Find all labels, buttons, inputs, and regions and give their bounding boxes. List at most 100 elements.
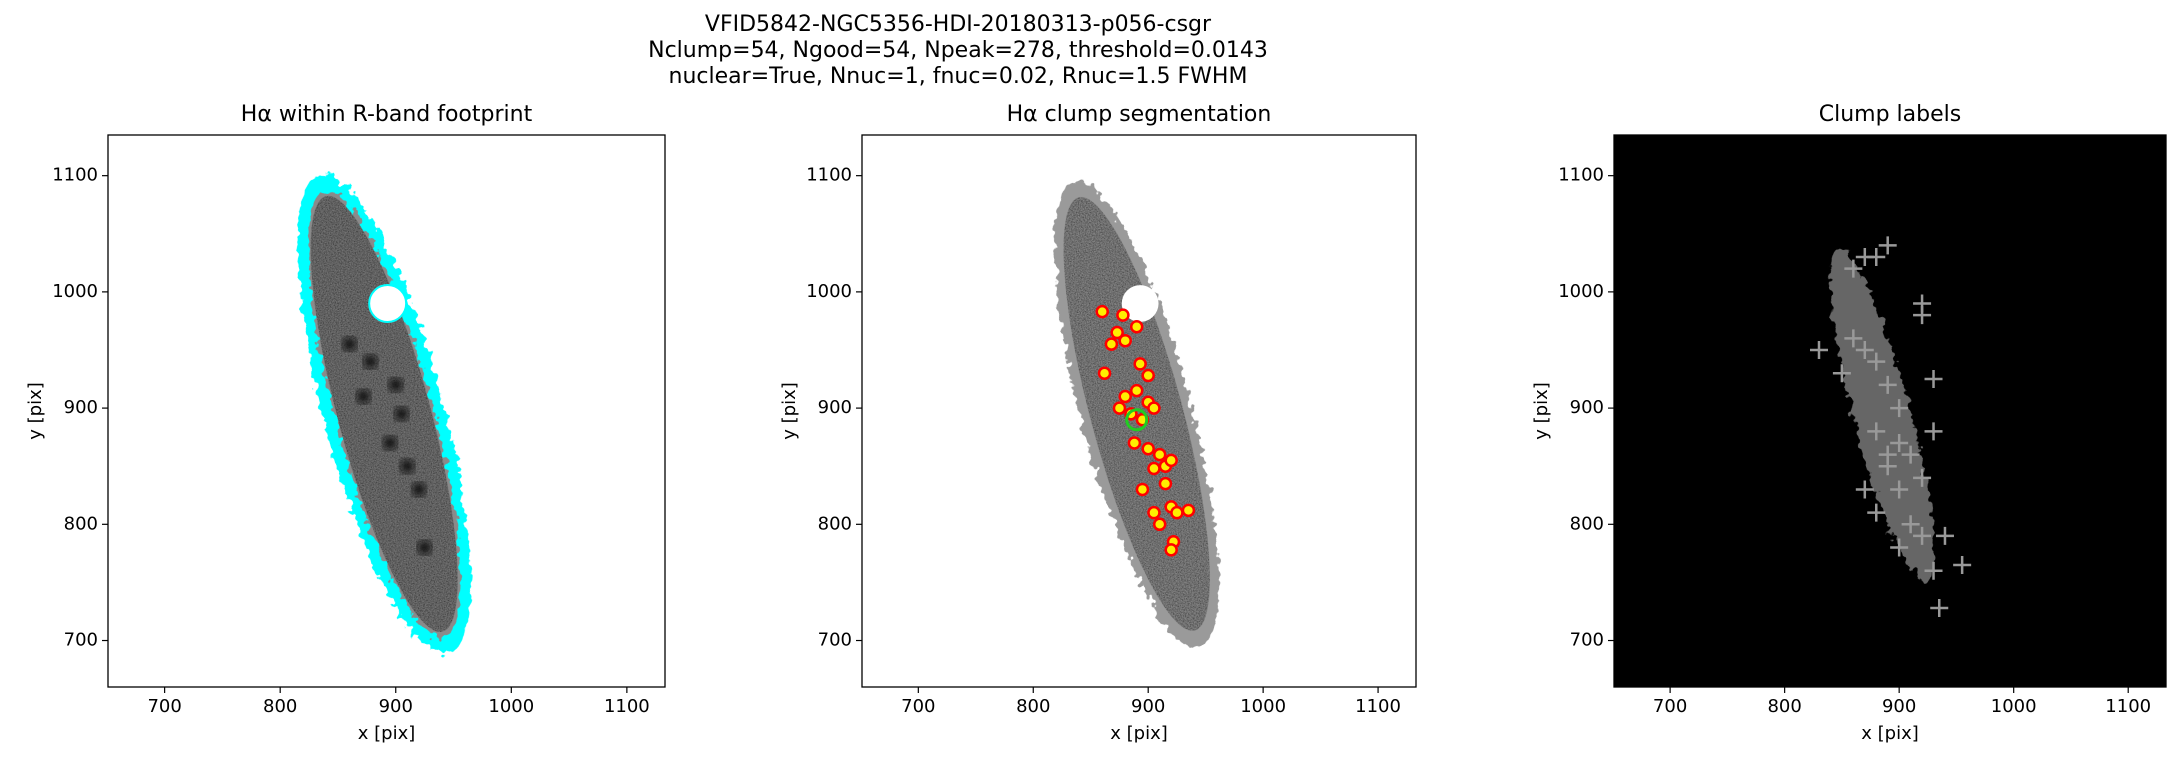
- clump-marker: [1112, 401, 1127, 415]
- clump-marker: [1147, 401, 1161, 415]
- panel: 700 800 900 1000 1100 700 800 900 1000 1100 Hα wit…: [25, 102, 666, 744]
- y-tick-label: 900: [818, 397, 852, 418]
- peak-marker: [1924, 561, 1943, 580]
- y-tick-label: 1100: [806, 165, 852, 186]
- peak-marker: [1890, 433, 1909, 452]
- clump-marker: [1095, 304, 1109, 319]
- clump-marker: [1118, 333, 1132, 348]
- axes-frame: [861, 134, 1417, 688]
- y-tick-label: 1100: [52, 165, 98, 186]
- clump-marker: [1104, 337, 1119, 351]
- clump-marker: [1181, 503, 1196, 518]
- y-tick-label: 700: [1570, 630, 1604, 651]
- clump-marker: [1147, 461, 1161, 476]
- x-tick-label: 1100: [604, 696, 650, 717]
- hii-region: [356, 389, 371, 404]
- y-tick-label: 1000: [1558, 281, 1604, 302]
- y-axis-label: y [pix]: [25, 382, 46, 440]
- x-tick-label: 900: [1131, 696, 1165, 717]
- peak-marker: [1878, 236, 1897, 255]
- peak-marker: [1867, 248, 1886, 267]
- peak-marker: [1913, 468, 1932, 487]
- clump-marker: [1135, 482, 1150, 497]
- suptitle: VFID5842-NGC5356-HDI-20180313-p056-csgr: [705, 12, 1212, 37]
- y-tick-label: 700: [64, 630, 98, 651]
- clump-marker: [1141, 368, 1155, 383]
- x-tick-label: 1000: [1240, 696, 1286, 717]
- axes-title: Clump labels: [1819, 102, 1961, 127]
- peak-marker: [1867, 352, 1886, 371]
- y-axis-label: y [pix]: [779, 382, 800, 440]
- panel: 700 800 900 1000 1100 700 800 900 1000 1100 Hα clu…: [779, 102, 1417, 744]
- clump-marker: [1158, 476, 1173, 491]
- x-tick-label: 700: [147, 696, 181, 717]
- x-tick-label: 1100: [1355, 696, 1401, 717]
- image: [297, 173, 471, 655]
- clump-marker: [1170, 505, 1184, 520]
- clump-marker: [1129, 383, 1144, 398]
- peak-marker: [1890, 538, 1909, 557]
- nucleus-marker: [1125, 408, 1149, 432]
- peak-marker: [1913, 306, 1932, 325]
- masked-star: [368, 284, 408, 323]
- x-tick-label: 700: [901, 696, 935, 717]
- peak-marker: [1901, 515, 1920, 534]
- x-tick-label: 1100: [2105, 696, 2151, 717]
- clump-marker: [1147, 505, 1161, 520]
- peak-marker: [1832, 364, 1851, 383]
- peak-marker: [1878, 445, 1897, 464]
- masked-star: [1121, 285, 1159, 322]
- y-tick-label: 700: [818, 630, 852, 651]
- peak-marker: [1913, 526, 1932, 545]
- axes-title: Hα clump segmentation: [1007, 102, 1272, 127]
- clump-marker: [1141, 442, 1155, 456]
- peak-marker: [1953, 555, 1972, 574]
- y-tick-label: 1100: [1558, 165, 1604, 186]
- peak-marker: [1844, 259, 1863, 278]
- clump-marker: [1152, 517, 1167, 532]
- peak-marker: [1878, 375, 1897, 394]
- y-tick-label: 1000: [52, 281, 98, 302]
- peak-marker: [1890, 480, 1909, 499]
- peak-marker: [1810, 340, 1828, 359]
- peak-marker: [1844, 329, 1863, 348]
- peak-marker: [1901, 445, 1920, 464]
- label-blob: [1829, 249, 1935, 582]
- suptitle: Nclump=54, Ngood=54, Npeak=278, threshol…: [648, 38, 1268, 63]
- clump-marker: [1110, 325, 1124, 340]
- clump-marker: [1127, 436, 1142, 450]
- x-tick-label: 1000: [488, 696, 534, 717]
- peak-marker: [1867, 422, 1886, 441]
- y-tick-label: 800: [818, 513, 852, 534]
- peak-marker: [1855, 340, 1874, 359]
- peak-marker: [1855, 480, 1874, 499]
- x-axis-label: x [pix]: [1110, 723, 1168, 744]
- x-axis-label: x [pix]: [358, 723, 416, 744]
- image: [1054, 180, 1219, 648]
- y-tick-label: 900: [64, 397, 98, 418]
- suptitle: nuclear=True, Nnuc=1, fnuc=0.02, Rnuc=1.…: [669, 64, 1248, 89]
- clump-marker: [1133, 357, 1147, 371]
- hii-region: [342, 337, 357, 352]
- y-tick-label: 1000: [806, 281, 852, 302]
- x-axis-label: x [pix]: [1861, 723, 1919, 744]
- clump-marker: [1097, 366, 1112, 380]
- hii-region: [417, 540, 432, 555]
- x-tick-label: 700: [1653, 696, 1687, 717]
- axes-frame: [1613, 134, 2167, 688]
- y-tick-label: 900: [1570, 397, 1604, 418]
- y-tick-label: 800: [1570, 513, 1604, 534]
- panel: 700 800 900 1000 1100 700 800 900 1000 1100 Clump …: [1531, 102, 2167, 744]
- hii-region: [394, 406, 409, 421]
- x-tick-label: 800: [263, 696, 297, 717]
- peak-marker: [1924, 370, 1943, 389]
- axes-frame: [107, 134, 666, 688]
- clump-marker: [1164, 453, 1178, 468]
- x-tick-label: 900: [379, 696, 413, 717]
- hii-region: [400, 459, 415, 474]
- clump-marker: [1118, 389, 1132, 404]
- axes-title: Hα within R-band footprint: [241, 102, 533, 127]
- peak-marker: [1867, 503, 1886, 522]
- clump-marker: [1116, 308, 1130, 322]
